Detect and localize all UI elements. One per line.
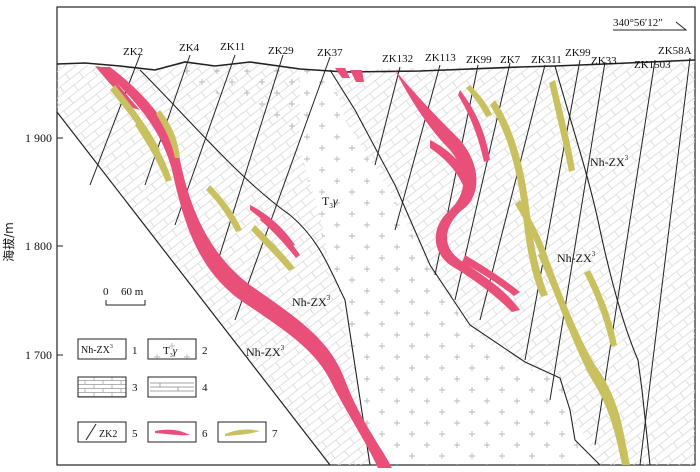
granite-body xyxy=(155,68,580,465)
legend-text-1: Nh-ZX3 xyxy=(81,344,113,356)
contact-granite-east xyxy=(329,69,601,466)
label-zk29: ZK29 xyxy=(268,45,294,57)
label-zk7: ZK7 xyxy=(500,54,521,66)
y-axis: 1 900 1 800 1 700 海拔/m xyxy=(1,131,63,362)
scale-zero: 0 xyxy=(103,286,109,298)
label-zk37: ZK37 xyxy=(317,47,343,59)
granite-upper xyxy=(155,68,300,150)
unit-label-lower-left: Nh-ZX3 xyxy=(246,344,285,359)
label-zk99a: ZK99 xyxy=(466,54,492,66)
legend-num-3: 3 xyxy=(132,382,138,394)
yellow-orebody-9 xyxy=(538,250,630,465)
label-zk113: ZK113 xyxy=(425,52,456,64)
red-orebody-9 xyxy=(462,255,520,296)
unit-label-upper-right: Nh-ZX3 xyxy=(590,154,629,169)
yellow-orebody-6 xyxy=(466,85,492,117)
azimuth-label: 340°56′12″ xyxy=(613,17,663,29)
unit-label-center: Nh-ZX3 xyxy=(292,294,331,309)
label-zk33: ZK33 xyxy=(591,55,617,67)
legend-drillhole-icon xyxy=(85,423,97,441)
red-orebody-4 xyxy=(335,68,350,78)
yellow-orebody-2 xyxy=(135,120,172,182)
label-zk2: ZK2 xyxy=(123,46,143,58)
label-zk11: ZK11 xyxy=(220,41,245,53)
azimuth-arrow-icon xyxy=(613,21,688,31)
contact-lower-left xyxy=(56,111,331,466)
label-zk1503: ZK1503 xyxy=(634,59,671,71)
y-axis-label: 海拔/m xyxy=(1,222,16,262)
drillhole-labels: ZK2 ZK4 ZK11 ZK29 ZK37 ZK132 ZK113 ZK99 … xyxy=(123,41,692,71)
legend-box-5 xyxy=(77,421,127,443)
red-orebody-1 xyxy=(95,66,140,110)
legend-num-1: 1 xyxy=(132,345,138,357)
legend-num-5: 5 xyxy=(132,428,138,440)
scale-bar: 0 60 m xyxy=(103,286,146,306)
legend-num-6: 6 xyxy=(202,428,208,440)
yellow-orebody-4 xyxy=(206,185,242,232)
legend-box-1 xyxy=(77,338,127,360)
unit-label-right-middle: Nh-ZX3 xyxy=(557,250,596,265)
legend-text-2: T3γ xyxy=(163,345,178,359)
red-orebody-main xyxy=(100,67,392,468)
legend-num-2: 2 xyxy=(202,345,208,357)
label-zk4: ZK4 xyxy=(179,42,200,54)
yellow-orebody-11 xyxy=(515,200,550,267)
contact-granite-west xyxy=(139,69,371,466)
red-orebody-6 xyxy=(395,70,520,312)
label-zk132: ZK132 xyxy=(382,53,413,65)
yellow-orebody-3 xyxy=(156,110,180,158)
label-zk58a: ZK58A xyxy=(658,45,692,57)
red-orebody-3 xyxy=(260,215,300,258)
legend: Nh-ZX3 1 T3γ 2 3 4 ZK2 5 6 7 xyxy=(77,338,278,443)
label-zk99b: ZK99 xyxy=(565,47,591,59)
slate-right xyxy=(330,60,695,465)
scale-label: 60 m xyxy=(121,286,144,298)
red-orebody-7 xyxy=(430,140,472,190)
legend-num-4: 4 xyxy=(202,382,208,394)
yellow-orebody-10 xyxy=(584,270,617,347)
legend-red-orebody-icon xyxy=(155,429,190,436)
red-orebody-8 xyxy=(458,90,490,162)
unit-label-granite: T3γ xyxy=(322,194,338,210)
red-orebodies xyxy=(95,66,520,468)
label-zk311: ZK311 xyxy=(531,54,562,66)
legend-num-7: 7 xyxy=(272,428,278,440)
red-orebody-5 xyxy=(350,70,364,82)
y-tick-1700: 1 700 xyxy=(25,348,52,362)
legend-text-5: ZK2 xyxy=(99,429,117,440)
legend-box-2 xyxy=(147,338,197,360)
yellow-orebody-5 xyxy=(251,225,295,271)
yellow-orebody-7 xyxy=(490,100,548,297)
legend-box-3 xyxy=(77,376,127,398)
legend-yellow-orebody-icon xyxy=(225,429,260,436)
y-tick-1800: 1 800 xyxy=(25,239,52,253)
y-tick-1900: 1 900 xyxy=(25,131,52,145)
ground-surface xyxy=(56,59,696,73)
yellow-orebodies xyxy=(110,80,630,465)
yellow-orebody-8 xyxy=(549,80,575,172)
